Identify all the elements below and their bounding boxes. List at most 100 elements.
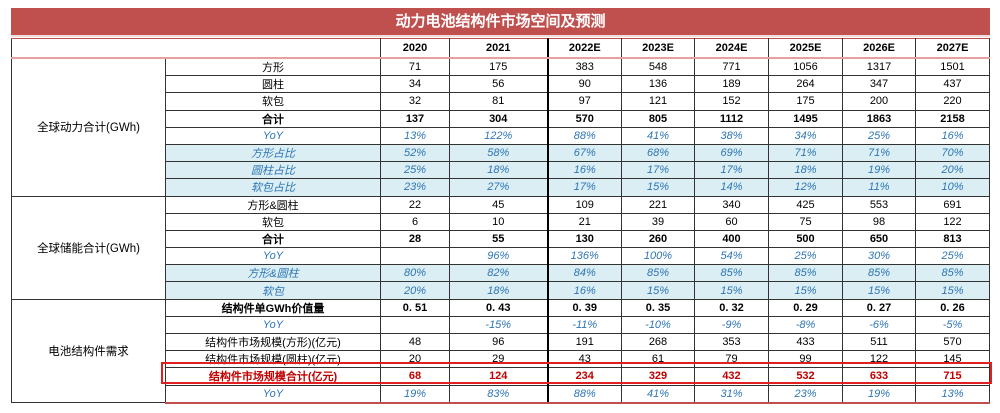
column-header-2025E: 2025E: [768, 38, 843, 59]
cell-value: 69%: [694, 143, 769, 163]
cell-value: 2158: [915, 109, 990, 128]
cell-value: 23%: [380, 178, 450, 197]
cell-value: 175: [449, 57, 548, 77]
cell-value: 500: [768, 229, 843, 249]
cell-value: 548: [621, 57, 695, 77]
cell-value: 10%: [915, 178, 990, 197]
cell-value: 0. 27: [842, 298, 916, 317]
cell-value: 18%: [768, 161, 843, 180]
cell-value: 55: [449, 229, 548, 249]
table-title: 动力电池结构件市场空间及预测: [11, 8, 990, 37]
group-label: 电池结构件需求: [11, 298, 166, 404]
cell-value: 21: [546, 212, 622, 231]
table-row: 全球储能合计(GWh) 方形&圆柱 22 45 109 221 340 425 553 691: [11, 195, 990, 300]
cell-value: -6%: [842, 315, 916, 335]
cell-value: -11%: [546, 315, 622, 335]
cell-value: 124: [449, 367, 548, 386]
table-row: 电池结构件需求 结构件单GWh价值量 0. 51 0. 43 0. 39 0. 35 0. …: [11, 298, 990, 404]
column-header-2024E: 2024E: [694, 38, 769, 59]
cell-value: 122: [915, 212, 990, 231]
cell-value: 304: [449, 109, 548, 128]
cell-value: 18%: [449, 161, 548, 180]
cell-value: 771: [694, 57, 769, 77]
cell-value: 68%: [621, 143, 695, 163]
market-forecast-table: 2020 2021 2022E 2023E 2024E 2025E 2026E 2027E 全…: [11, 38, 990, 404]
cell-value: 85%: [842, 264, 916, 283]
cell-value: 97: [546, 92, 622, 111]
table-row: 方形占比 52% 58% 67% 68% 69% 71% 71% 70%: [12, 143, 990, 163]
cell-value: 264: [768, 75, 843, 94]
cell-value: 433: [768, 332, 843, 352]
row-label: 结构件市场规模合计(亿元): [165, 367, 381, 386]
cell-value: 17%: [694, 161, 769, 180]
cell-value: 61: [621, 350, 695, 369]
row-label: 结构件市场规模(方形)(亿元): [165, 332, 381, 352]
table-row: 结构件市场规模合计(亿元) 68 124 234 329 432 532 633 715: [12, 367, 990, 386]
cell-value: 14%: [694, 178, 769, 197]
cell-value: 15%: [842, 281, 916, 300]
row-label: 方形&圆柱: [165, 264, 381, 283]
cell-value: 1501: [915, 57, 990, 77]
cell-value: 15%: [621, 281, 695, 300]
row-label: 方形占比: [165, 143, 381, 163]
cell-value: 437: [915, 75, 990, 94]
cell-value: 221: [621, 195, 695, 214]
column-header-2020: 2020: [380, 38, 450, 59]
cell-value: 13%: [915, 384, 990, 404]
cell-value: 85%: [621, 264, 695, 283]
cell-value: 80%: [380, 264, 450, 283]
cell-value: 715: [915, 367, 990, 386]
cell-value: 1863: [842, 109, 916, 128]
column-header-2021: 2021: [449, 38, 548, 59]
row-label: 圆柱: [165, 75, 381, 94]
cell-value: 70%: [915, 143, 990, 163]
cell-value: 16%: [546, 161, 622, 180]
row-label: 软包: [165, 92, 381, 111]
cell-value: 175: [768, 92, 843, 111]
cell-value: 191: [546, 332, 622, 352]
cell-value: 268: [621, 332, 695, 352]
row-label: YoY: [165, 247, 381, 266]
cell-value: 425: [768, 195, 843, 214]
cell-value: 570: [915, 332, 990, 352]
cell-value: 570: [546, 109, 622, 128]
cell-value: 11%: [842, 178, 916, 197]
cell-value: 48: [380, 332, 450, 352]
table-row: YoY -15% -11% -10% -9% -8% -6% -5%: [12, 315, 990, 335]
cell-value: 813: [915, 229, 990, 249]
row-label: 软包: [165, 281, 381, 300]
cell-value: 45: [449, 195, 548, 214]
cell-value: 15%: [621, 178, 695, 197]
cell-value: 220: [915, 92, 990, 111]
cell-value: 15%: [915, 281, 990, 300]
cell-value: 130: [546, 229, 622, 249]
cell-value: 60: [694, 212, 769, 231]
cell-value: 54%: [694, 247, 769, 266]
cell-value: [380, 247, 450, 266]
cell-value: 145: [915, 350, 990, 369]
row-label: 结构件单GWh价值量: [165, 298, 381, 317]
row-label: 结构件市场规模(圆柱)(亿元): [165, 350, 381, 369]
cell-value: 122%: [449, 126, 548, 145]
table-row: 圆柱占比 25% 18% 16% 17% 17% 18% 19% 20%: [12, 161, 990, 180]
cell-value: 28: [380, 229, 450, 249]
row-label: 合计: [165, 109, 381, 128]
cell-value: 0. 39: [546, 298, 622, 317]
cell-value: 81: [449, 92, 548, 111]
cell-value: 234: [546, 367, 622, 386]
cell-value: 532: [768, 367, 843, 386]
cell-value: 0. 43: [449, 298, 548, 317]
cell-value: 1056: [768, 57, 843, 77]
cell-value: 432: [694, 367, 769, 386]
cell-value: 85%: [915, 264, 990, 283]
cell-value: 88%: [546, 126, 622, 145]
cell-value: 79: [694, 350, 769, 369]
cell-value: 122: [842, 350, 916, 369]
cell-value: 41%: [621, 126, 695, 145]
cell-value: [380, 315, 450, 335]
cell-value: 13%: [380, 126, 450, 145]
cell-value: 20%: [915, 161, 990, 180]
cell-value: 152: [694, 92, 769, 111]
cell-value: 71: [380, 57, 450, 77]
table-row: 合计 28 55 130 260 400 500 650 813: [12, 229, 990, 249]
